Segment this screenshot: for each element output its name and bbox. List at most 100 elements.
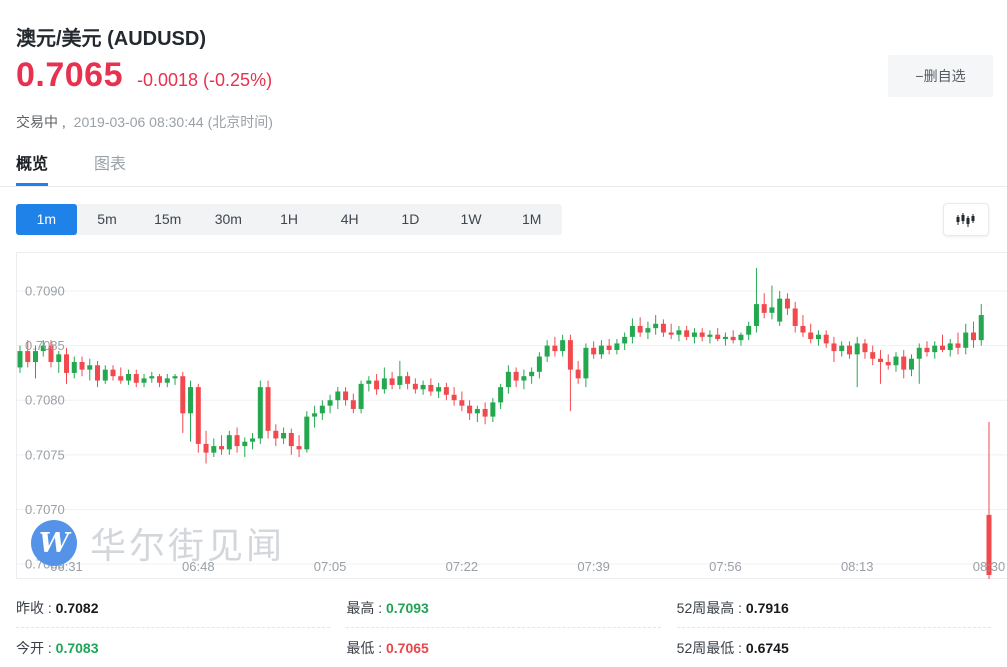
candle-body <box>172 376 178 379</box>
candle-body <box>606 345 612 350</box>
y-axis-label: 0.7075 <box>25 447 65 462</box>
candle-body <box>188 387 194 414</box>
candle-body <box>56 354 62 362</box>
candle-body <box>854 343 860 355</box>
wallstreetcn-logo-letter: W <box>38 527 70 559</box>
candle-body <box>319 405 325 414</box>
candle-body <box>126 374 132 381</box>
remove-watchlist-label: −删自选 <box>915 68 966 84</box>
candle-body <box>273 430 279 439</box>
candle-body <box>141 378 147 383</box>
timeframe-1w[interactable]: 1W <box>460 211 482 227</box>
candle-body <box>738 334 744 341</box>
stat-cell-0: 昨收 : 0.7082 <box>16 588 331 628</box>
stat-cell-2: 52周最高 : 0.7916 <box>676 588 991 628</box>
candle-body <box>48 345 54 362</box>
candlestick-chart[interactable]: 0.70900.70850.70800.70750.70700.706506:3… <box>17 253 1007 579</box>
stat-cell-5: 52周最低 : 0.6745 <box>677 628 991 667</box>
candle-body <box>552 345 558 352</box>
candle-body <box>885 361 891 366</box>
chart-area: 0.70900.70850.70800.70750.70700.706506:3… <box>16 252 1007 579</box>
candle-body <box>505 371 511 388</box>
candle-body <box>467 405 473 414</box>
candle-body <box>242 441 248 447</box>
candle-body <box>443 387 449 395</box>
candle-body <box>567 340 573 370</box>
remove-watchlist-button[interactable]: −删自选 <box>888 55 993 97</box>
y-axis-label: 0.7080 <box>25 393 65 408</box>
timeframe-1m[interactable]: 1m <box>16 204 77 235</box>
candle-body <box>777 298 783 322</box>
candle-body <box>823 334 829 344</box>
tab-bar: 概览 图表 <box>0 150 1007 187</box>
stat-label: 最低 : <box>346 640 386 656</box>
candle-body <box>195 387 201 444</box>
tab-overview[interactable]: 概览 <box>16 150 49 186</box>
candle-body <box>71 361 77 373</box>
candle-body <box>691 332 697 337</box>
candle-body <box>668 332 674 335</box>
stat-label: 52周最低 : <box>676 640 746 656</box>
candle-body <box>451 394 457 401</box>
timeframe-1m-month[interactable]: 1M <box>521 211 542 227</box>
candle-body <box>95 365 101 381</box>
candle-body <box>64 354 70 373</box>
candle-body <box>335 391 341 401</box>
quote-timestamp: 2019-03-06 08:30:44 <box>73 114 204 130</box>
timeframe-15m[interactable]: 15m <box>154 211 182 227</box>
candle-body <box>219 446 225 450</box>
candle-body <box>327 400 333 406</box>
stat-value: 0.7093 <box>386 600 429 616</box>
timeframe-1h[interactable]: 1H <box>280 211 298 227</box>
candle-body <box>831 343 837 352</box>
candle-body <box>350 400 356 409</box>
stat-value: 0.7065 <box>386 640 429 656</box>
candle-body <box>784 298 790 309</box>
candle-body <box>79 361 85 370</box>
candle-body <box>908 358 914 370</box>
x-axis-label: 07:05 <box>314 559 347 574</box>
candle-body <box>312 413 318 417</box>
candle-body <box>40 345 46 352</box>
y-axis-label: 0.7085 <box>25 338 65 353</box>
candle-body <box>490 402 496 417</box>
candle-body <box>304 416 310 450</box>
stat-cell-3: 今开 : 0.7083 <box>16 628 330 667</box>
timeframe-4h[interactable]: 4H <box>340 211 359 227</box>
candle-body <box>901 356 907 370</box>
candle-body <box>684 330 690 337</box>
y-axis-label: 0.7070 <box>25 502 65 517</box>
stat-value: 0.6745 <box>745 640 789 656</box>
candle-body <box>614 343 620 350</box>
candle-body <box>397 376 403 385</box>
candle-body <box>420 384 426 390</box>
candle-body <box>792 308 798 326</box>
candle-body <box>645 328 651 333</box>
candle-body <box>288 432 294 447</box>
candle-body <box>521 376 527 381</box>
timeframe-5m[interactable]: 5m <box>97 211 117 227</box>
stat-cell-1: 最高 : 0.7093 <box>346 588 661 628</box>
candle-body <box>544 345 550 357</box>
candle-body <box>986 514 992 575</box>
timeframe-bar: 1m 5m 15m 30m 1H 4H 1D 1W 1M <box>16 204 562 235</box>
timeframe-30m[interactable]: 30m <box>214 211 242 227</box>
candle-body <box>17 351 23 368</box>
tab-chart[interactable]: 图表 <box>94 156 127 173</box>
candle-body <box>428 384 434 392</box>
watermark-text: 华尔街见闻 <box>90 525 286 566</box>
candle-body <box>459 400 465 406</box>
candle-body <box>862 343 868 353</box>
candle-body <box>560 340 566 352</box>
candle-body <box>529 371 535 377</box>
price-change: -0.0018 (-0.25%) <box>137 70 273 90</box>
candle-body <box>629 325 635 337</box>
candle-body <box>389 378 395 385</box>
candle-body <box>924 347 930 353</box>
chart-style-button[interactable] <box>943 203 989 236</box>
stat-value: 0.7083 <box>55 640 99 656</box>
candlestick-icon <box>956 212 975 227</box>
timeframe-1d[interactable]: 1D <box>401 211 420 227</box>
candle-body <box>722 336 728 340</box>
candle-body <box>536 356 542 372</box>
